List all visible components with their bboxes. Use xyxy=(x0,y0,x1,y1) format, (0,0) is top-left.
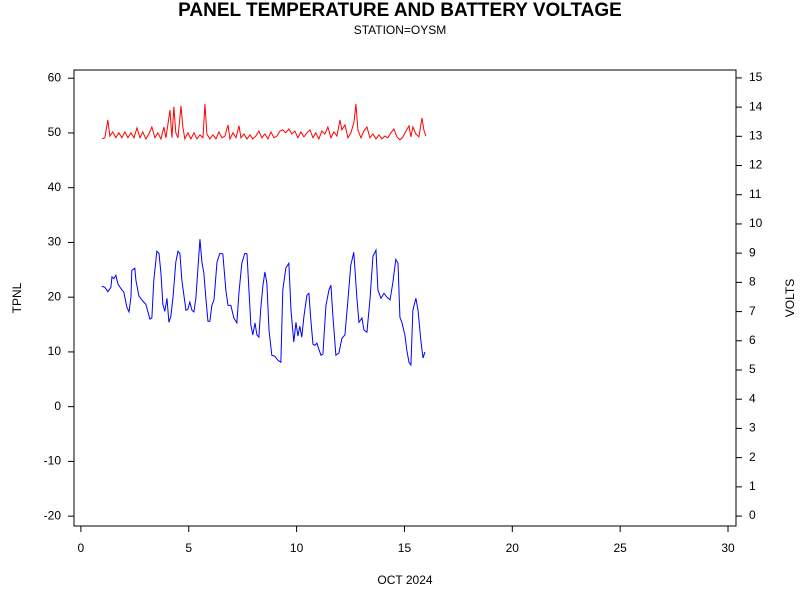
y2-tick-label: 5 xyxy=(749,362,756,376)
x-tick-label: 20 xyxy=(506,541,520,555)
y2-tick-label: 6 xyxy=(749,333,756,347)
y2-tick-label: 9 xyxy=(749,245,756,259)
y-axis-label: TPNL xyxy=(10,282,24,313)
y-tick-label: 40 xyxy=(48,180,62,194)
y-tick-label: -20 xyxy=(44,508,62,522)
y-tick-label: 20 xyxy=(48,289,62,303)
y2-tick-label: 8 xyxy=(749,275,756,289)
x-tick-label: 15 xyxy=(398,541,412,555)
x-tick-label: 30 xyxy=(721,541,735,555)
data-line xyxy=(101,239,426,367)
y2-tick-label: 3 xyxy=(749,421,756,435)
y2-tick-label: 4 xyxy=(749,391,756,405)
y-tick-label: -10 xyxy=(44,454,62,468)
plot-frame xyxy=(73,69,737,527)
y2-tick-label: 7 xyxy=(749,304,756,318)
y-tick-label: 50 xyxy=(48,125,62,139)
y2-tick-label: 11 xyxy=(749,187,762,201)
x-tick-label: 5 xyxy=(185,541,192,555)
y2-tick-label: 2 xyxy=(749,450,756,464)
x-tick-label: 25 xyxy=(613,541,627,555)
y-tick-label: 60 xyxy=(48,70,62,84)
chart-subtitle: STATION=OYSM xyxy=(354,23,447,37)
y-tick-label: 30 xyxy=(48,235,62,249)
x-tick-label: 10 xyxy=(290,541,304,555)
y2-tick-label: 1 xyxy=(749,479,756,493)
y2-tick-label: 0 xyxy=(749,508,756,522)
y2-axis-label: VOLTS xyxy=(783,279,797,317)
data-line xyxy=(101,103,427,141)
y2-tick-label: 10 xyxy=(749,216,763,230)
y2-tick-label: 13 xyxy=(749,128,763,142)
x-axis-label: OCT 2024 xyxy=(377,573,432,587)
y-tick-label: 0 xyxy=(54,399,61,413)
y2-tick-label: 12 xyxy=(749,158,763,172)
y2-tick-label: 14 xyxy=(749,99,763,113)
y-tick-label: 10 xyxy=(48,344,62,358)
y2-tick-label: 15 xyxy=(749,70,763,84)
x-tick-label: 0 xyxy=(78,541,85,555)
chart-title: PANEL TEMPERATURE AND BATTERY VOLTAGE xyxy=(178,0,622,21)
